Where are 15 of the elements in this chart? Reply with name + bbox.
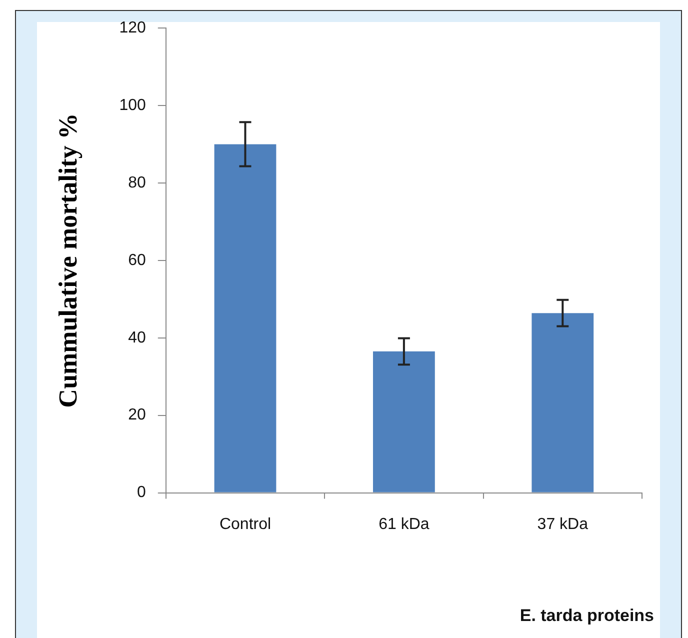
y-tick-label: 100 [119,96,146,114]
bar [214,144,276,492]
x-tick-label: 37 kDa [537,516,588,533]
y-tick-label: 0 [136,484,146,502]
bar [373,351,435,492]
x-tick-label: 61 kDa [378,516,430,533]
x-axis-title: E. tarda proteins [520,606,654,626]
y-tick-label: 60 [128,252,146,269]
y-tick-label: 20 [128,406,146,424]
x-tick-label: Control [219,516,272,533]
y-axis-title: Cummulative mortality % [53,113,82,408]
y-tick-label: 80 [128,174,146,192]
y-tick-label: 40 [128,329,146,346]
bar [532,313,594,492]
y-tick-label: 120 [119,19,146,36]
